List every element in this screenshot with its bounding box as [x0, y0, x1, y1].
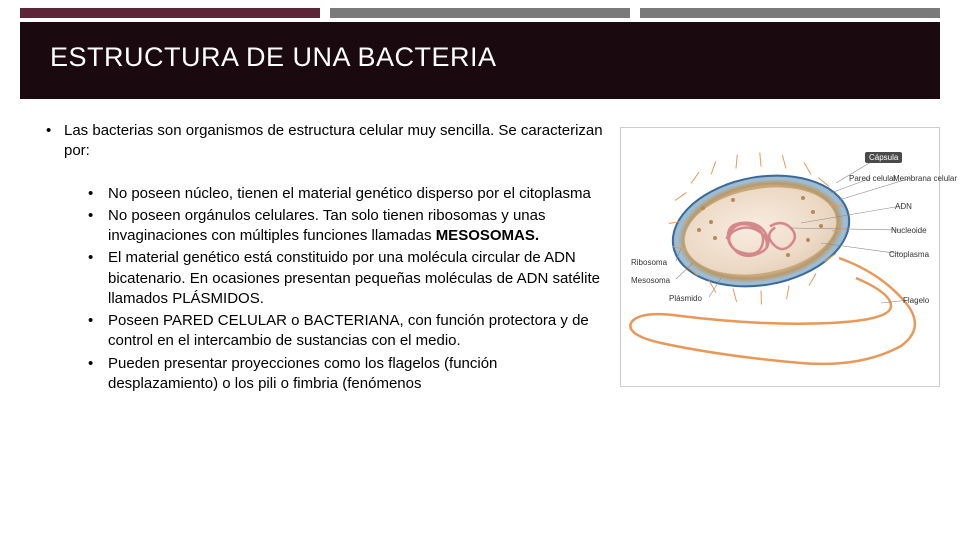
list-item-text: Poseen PARED CELULAR o BACTERIANA, con f… [108, 311, 610, 352]
bullet-marker: • [88, 184, 108, 204]
diagram-label: Plásmido [669, 294, 702, 303]
bullet-marker: • [88, 248, 108, 309]
content-area: • Las bacterias son organismos de estruc… [0, 99, 960, 396]
list-item-text: No poseen orgánulos celulares. Tan solo … [108, 206, 610, 247]
list-item: •Pueden presentar proyecciones como los … [88, 354, 610, 395]
ribosome-dot [806, 238, 810, 242]
accent-bar-1 [20, 8, 320, 18]
diagram-label: Pared celular [849, 174, 896, 183]
bullet-marker: • [46, 121, 64, 162]
diagram-label: Cápsula [865, 152, 902, 163]
title-band: ESTRUCTURA DE UNA BACTERIA [20, 22, 940, 99]
intro-text: Las bacterias son organismos de estructu… [64, 121, 610, 162]
accent-bar-3 [640, 8, 940, 18]
sub-bullet-list: •No poseen núcleo, tienen el material ge… [30, 184, 610, 395]
accent-bar-2 [330, 8, 630, 18]
diagram-column: CápsulaPared celularMembrana celularADNN… [620, 121, 940, 396]
ribosome-dot [731, 198, 735, 202]
list-item-text: Pueden presentar proyecciones como los f… [108, 354, 610, 395]
diagram-label: ADN [895, 202, 912, 211]
slide-title: ESTRUCTURA DE UNA BACTERIA [50, 42, 910, 73]
ribosome-dot [701, 206, 705, 210]
intro-paragraph: • Las bacterias son organismos de estruc… [30, 121, 610, 162]
list-item: •El material genético está constituido p… [88, 248, 610, 309]
bullet-marker: • [88, 206, 108, 247]
ribosome-dot [709, 220, 713, 224]
ribosome-dot [786, 253, 790, 257]
ribosome-dot [819, 224, 823, 228]
diagram-label: Membrana celular [893, 174, 957, 183]
diagram-label: Mesosoma [631, 276, 670, 285]
top-accent-bars [0, 0, 960, 18]
diagram-label: Ribosoma [631, 258, 667, 267]
diagram-label: Flagelo [903, 296, 929, 305]
diagram-label: Citoplasma [889, 250, 929, 259]
ribosome-dot [811, 210, 815, 214]
ribosome-dot [713, 236, 717, 240]
text-column: • Las bacterias son organismos de estruc… [30, 121, 610, 396]
bullet-marker: • [88, 354, 108, 395]
list-item-text: No poseen núcleo, tienen el material gen… [108, 184, 610, 204]
ribosome-dot [697, 228, 701, 232]
bacteria-diagram: CápsulaPared celularMembrana celularADNN… [620, 127, 940, 387]
list-item: •No poseen núcleo, tienen el material ge… [88, 184, 610, 204]
diagram-label: Nucleoide [891, 226, 927, 235]
bullet-marker: • [88, 311, 108, 352]
list-item-text: El material genético está constituido po… [108, 248, 610, 309]
ribosome-dot [801, 196, 805, 200]
list-item: •No poseen orgánulos celulares. Tan solo… [88, 206, 610, 247]
list-item: •Poseen PARED CELULAR o BACTERIANA, con … [88, 311, 610, 352]
